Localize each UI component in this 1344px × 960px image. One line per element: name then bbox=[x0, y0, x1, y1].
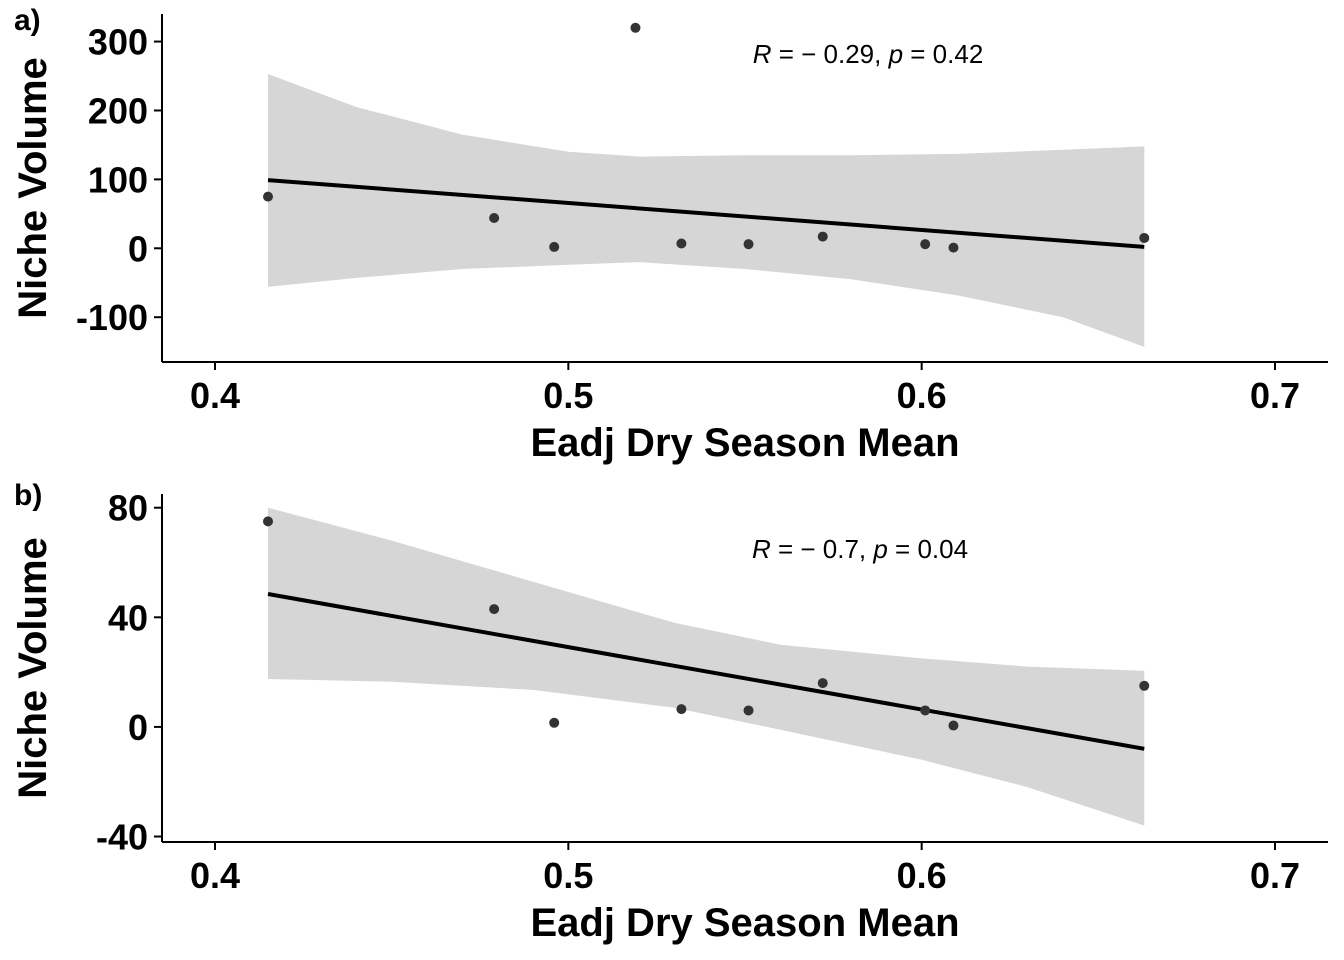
panel-b-data-point-5 bbox=[743, 705, 754, 716]
panel-b-band-layer bbox=[268, 507, 1145, 826]
panel-a-y-tick-label: -100 bbox=[76, 297, 148, 338]
panel-b-data-point-9 bbox=[1139, 680, 1150, 691]
panel-b-points bbox=[263, 516, 1150, 731]
panel-a-r-value: = − 0.29, bbox=[771, 39, 888, 69]
panel-b-data-point-3 bbox=[549, 717, 560, 728]
panel-b-p-symbol: p bbox=[872, 534, 887, 564]
panel-a-data-point-7 bbox=[817, 231, 828, 242]
panel-b-x-tick-label: 0.4 bbox=[190, 855, 240, 896]
panel-a-data-point-5 bbox=[676, 238, 687, 249]
panel-a: a) -100 0 100 200 300 0.4 0.5 0.6 0.7 R = − 0.2… bbox=[11, 4, 1328, 465]
panel-a-y-tick-label: 100 bbox=[88, 159, 148, 200]
panel-a-data-point-8 bbox=[920, 239, 931, 250]
panel-a-label: a) bbox=[14, 4, 41, 37]
panel-a-band-layer bbox=[268, 74, 1145, 347]
panel-b-regression-line bbox=[267, 592, 1145, 751]
panel-b-x-tick-label: 0.5 bbox=[543, 855, 593, 896]
panel-a-regression-line bbox=[267, 178, 1145, 249]
panel-a-confidence-band bbox=[268, 74, 1145, 347]
panel-b-y-ticks: -40 0 40 80 bbox=[96, 488, 162, 858]
panel-b-data-point-8 bbox=[948, 720, 959, 731]
panel-b-data-point-1 bbox=[263, 516, 273, 527]
panel-a-y-axis-title: Niche Volume bbox=[11, 57, 55, 319]
panel-b-p-value: = 0.04 bbox=[888, 534, 968, 564]
panel-a-data-point-2 bbox=[489, 212, 500, 223]
panel-b-y-tick-label: 80 bbox=[108, 488, 148, 529]
panel-b: b) -40 0 40 80 0.4 0.5 0.6 0.7 R = − 0.7, p = … bbox=[11, 479, 1328, 945]
panel-b-r-value: = − 0.7, bbox=[771, 534, 874, 564]
panel-a-data-point-3 bbox=[549, 241, 560, 252]
panel-b-x-ticks: 0.4 0.5 0.6 0.7 bbox=[190, 842, 1300, 896]
panel-b-y-tick-label: 0 bbox=[128, 707, 148, 748]
panel-a-x-tick-label: 0.4 bbox=[190, 375, 240, 416]
panel-b-label: b) bbox=[14, 479, 42, 512]
panel-b-x-axis-title: Eadj Dry Season Mean bbox=[530, 901, 959, 945]
panel-b-x-tick-label: 0.6 bbox=[897, 855, 947, 896]
panel-b-y-tick-label: 40 bbox=[108, 597, 148, 638]
panel-a-data-point-4 bbox=[630, 22, 641, 33]
panel-b-x-tick-label: 0.7 bbox=[1250, 855, 1300, 896]
panel-a-x-tick-label: 0.7 bbox=[1250, 375, 1300, 416]
panel-a-y-tick-label: 0 bbox=[128, 228, 148, 269]
panel-a-x-axis-title: Eadj Dry Season Mean bbox=[530, 421, 959, 465]
panel-b-r-symbol: R bbox=[752, 534, 771, 564]
panel-b-data-point-6 bbox=[817, 678, 828, 689]
panel-a-points bbox=[263, 22, 1150, 253]
panel-b-correlation-annotation: R = − 0.7, p = 0.04 bbox=[752, 534, 968, 564]
panel-a-r-symbol: R bbox=[753, 39, 772, 69]
panel-b-y-axis-title: Niche Volume bbox=[11, 537, 55, 799]
panel-a-data-point-1 bbox=[263, 191, 273, 202]
panel-b-y-tick-label: -40 bbox=[96, 817, 148, 858]
panel-a-y-ticks: -100 0 100 200 300 bbox=[76, 22, 162, 338]
panel-a-x-ticks: 0.4 0.5 0.6 0.7 bbox=[190, 362, 1300, 416]
panel-a-y-tick-label: 300 bbox=[88, 22, 148, 63]
panel-b-line-layer bbox=[267, 592, 1145, 751]
panel-a-y-tick-label: 200 bbox=[88, 90, 148, 131]
panel-b-data-point-2 bbox=[489, 604, 500, 615]
panel-a-x-tick-label: 0.6 bbox=[897, 375, 947, 416]
panel-b-confidence-band bbox=[268, 507, 1145, 826]
panel-a-data-point-10 bbox=[1139, 232, 1150, 243]
panel-a-line-layer bbox=[267, 178, 1145, 249]
panel-a-correlation-annotation: R = − 0.29, p = 0.42 bbox=[753, 39, 984, 69]
panel-b-data-point-7 bbox=[920, 705, 931, 716]
panel-b-data-point-4 bbox=[676, 704, 687, 715]
panel-a-p-symbol: p bbox=[888, 39, 903, 69]
panel-a-data-point-6 bbox=[743, 239, 754, 250]
panel-a-data-point-9 bbox=[948, 242, 959, 253]
panel-a-p-value: = 0.42 bbox=[903, 39, 983, 69]
panel-a-x-tick-label: 0.5 bbox=[543, 375, 593, 416]
